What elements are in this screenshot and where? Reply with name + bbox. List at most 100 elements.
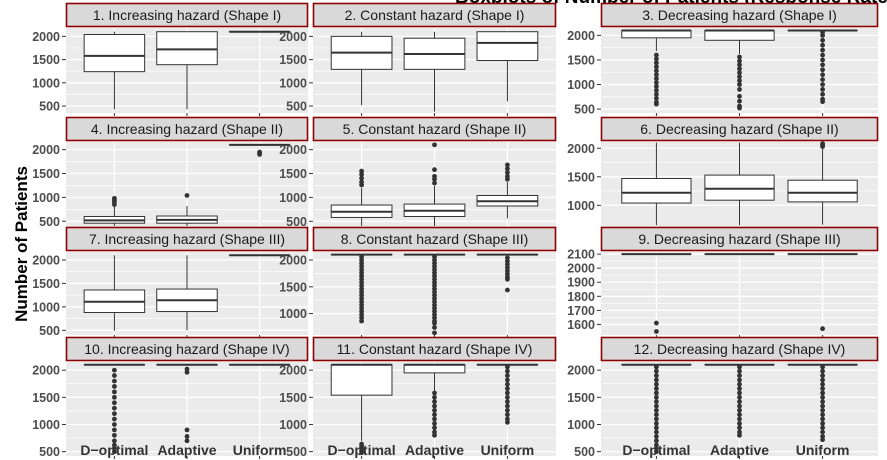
box-adaptive bbox=[403, 363, 466, 438]
facet-panel-11: 11. Constant hazard (Shape IV) 500 1000 150… bbox=[279, 336, 557, 459]
facet-strip-label: 1. Increasing hazard (Shape I) bbox=[93, 7, 281, 23]
box-doptimal bbox=[330, 363, 393, 456]
outlier-point bbox=[359, 168, 364, 174]
outlier-point bbox=[820, 37, 825, 43]
outlier-point bbox=[820, 87, 825, 92]
outlier-point bbox=[654, 386, 659, 392]
outlier-point bbox=[359, 175, 364, 181]
facet-strip-label: 11. Constant hazard (Shape IV) bbox=[337, 341, 533, 357]
box-uniform bbox=[476, 31, 539, 102]
outlier-point bbox=[112, 427, 117, 433]
outlier-point bbox=[432, 330, 437, 336]
outlier-point bbox=[112, 373, 117, 378]
y-tick-label: 1500 bbox=[279, 391, 307, 405]
outlier-point bbox=[737, 420, 742, 426]
y-tick-label: 1900 bbox=[567, 276, 595, 290]
outlier-point bbox=[505, 419, 510, 425]
outlier-point bbox=[432, 412, 437, 418]
facet-panel-10: 10. Increasing hazard (Shape IV) 500 1000 1… bbox=[32, 336, 309, 459]
outlier-point bbox=[654, 377, 659, 383]
outlier-point bbox=[654, 72, 659, 78]
y-tick-label: 2000 bbox=[32, 143, 60, 157]
outlier-point bbox=[257, 152, 262, 157]
outlier-point bbox=[505, 368, 510, 374]
box-doptimal bbox=[83, 255, 146, 331]
outlier-point bbox=[505, 403, 510, 409]
outlier-point bbox=[820, 377, 825, 383]
box-adaptive bbox=[156, 363, 218, 444]
y-tick-label: 2000 bbox=[32, 30, 60, 44]
outlier-point bbox=[112, 400, 117, 406]
outlier-point bbox=[737, 416, 742, 422]
outlier-point bbox=[432, 407, 437, 413]
outlier-point bbox=[820, 62, 825, 68]
outlier-point bbox=[432, 173, 437, 179]
facet-strip-label: 9. Decreasing hazard (Shape III) bbox=[638, 231, 840, 247]
facet-panel-2: 2. Constant hazard (Shape I) 500 1000 1500 2… bbox=[279, 2, 557, 116]
box-adaptive bbox=[704, 142, 775, 226]
outlier-point bbox=[654, 381, 659, 387]
y-tick-label: 1000 bbox=[279, 76, 307, 90]
outlier-point bbox=[737, 368, 742, 374]
box-iqr bbox=[156, 31, 218, 66]
outlier-point bbox=[654, 368, 659, 374]
box-doptimal bbox=[330, 253, 393, 324]
box-doptimal bbox=[621, 142, 692, 226]
outlier-point bbox=[737, 425, 742, 431]
outlier-point bbox=[820, 416, 825, 422]
x-tick-label: D−optimal bbox=[80, 442, 148, 458]
outlier-point bbox=[505, 386, 510, 392]
box-uniform bbox=[787, 253, 858, 332]
outlier-point bbox=[737, 82, 742, 87]
x-tick-label: Uniform bbox=[796, 442, 850, 458]
facet-strip-label: 3. Decreasing hazard (Shape I) bbox=[642, 7, 837, 23]
outlier-point bbox=[359, 318, 364, 324]
outlier-point bbox=[184, 434, 190, 439]
outlier-point bbox=[654, 416, 659, 422]
outlier-point bbox=[654, 425, 659, 431]
outlier-point bbox=[654, 329, 659, 334]
outlier-point bbox=[654, 420, 659, 426]
outlier-point bbox=[432, 394, 437, 400]
outlier-point bbox=[820, 412, 825, 418]
outlier-point bbox=[820, 420, 825, 426]
outlier-point bbox=[432, 320, 437, 326]
outlier-point bbox=[654, 364, 659, 370]
outlier-point bbox=[820, 47, 825, 53]
box-doptimal bbox=[83, 195, 146, 227]
box-adaptive bbox=[403, 142, 466, 227]
y-tick-label: 1500 bbox=[567, 391, 595, 405]
outlier-point bbox=[654, 412, 659, 418]
outlier-point bbox=[112, 432, 117, 438]
y-tick-label: 1500 bbox=[279, 53, 307, 67]
outlier-point bbox=[820, 368, 825, 374]
outlier-point bbox=[505, 399, 510, 405]
outlier-point bbox=[737, 364, 742, 370]
box-uniform bbox=[228, 143, 291, 157]
outlier-point bbox=[505, 377, 510, 383]
outlier-point bbox=[737, 105, 742, 111]
outlier-point bbox=[737, 399, 742, 405]
facet-panel-12: 12. Decreasing hazard (Shape IV) 500 1000 1… bbox=[567, 336, 879, 459]
outlier-point bbox=[505, 287, 510, 293]
y-tick-label: 2000 bbox=[32, 253, 60, 267]
facet-panel-5: 5. Constant hazard (Shape II) 500 1000 1500… bbox=[279, 116, 557, 230]
outlier-point bbox=[820, 91, 825, 97]
outlier-point bbox=[820, 399, 825, 405]
outlier-point bbox=[737, 407, 742, 413]
y-tick-label: 2000 bbox=[567, 29, 595, 43]
outlier-point bbox=[820, 373, 825, 378]
box-adaptive bbox=[704, 29, 775, 111]
facet-panel-8: 8. Constant hazard (Shape III) 1000 1500 20… bbox=[279, 226, 557, 338]
y-tick-label: 2000 bbox=[279, 143, 307, 157]
outlier-point bbox=[432, 167, 437, 173]
outlier-point bbox=[654, 434, 659, 439]
box-uniform bbox=[787, 29, 858, 105]
box-doptimal bbox=[621, 29, 692, 107]
x-tick-label: Uniform bbox=[481, 442, 535, 458]
facet-strip-label: 5. Constant hazard (Shape II) bbox=[343, 121, 527, 137]
y-tick-label: 1000 bbox=[279, 418, 307, 432]
outlier-point bbox=[820, 141, 825, 147]
y-tick-label: 1000 bbox=[279, 191, 307, 205]
